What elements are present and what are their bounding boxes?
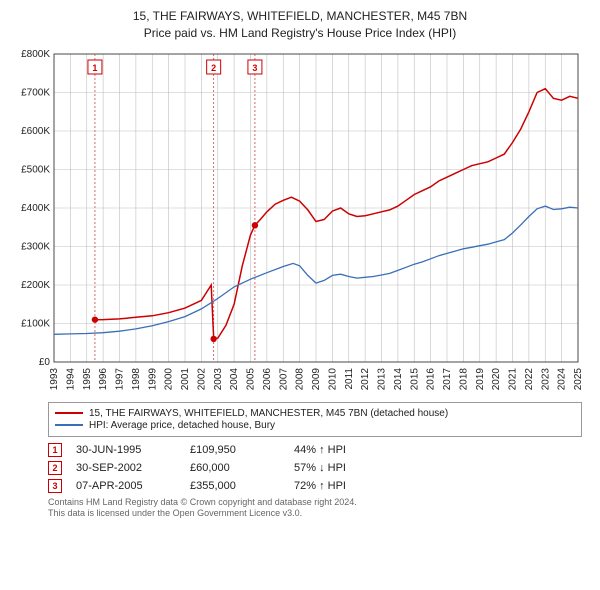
svg-text:£500K: £500K <box>21 164 50 175</box>
svg-text:£0: £0 <box>39 357 51 368</box>
legend-row: HPI: Average price, detached house, Bury <box>55 420 575 431</box>
transactions-table: 1 30-JUN-1995 £109,950 44% ↑ HPI 2 30-SEP-200… <box>48 443 582 493</box>
svg-text:£600K: £600K <box>21 126 50 137</box>
svg-text:2023: 2023 <box>540 367 551 390</box>
transaction-pct: 57% ↓ HPI <box>294 462 384 474</box>
transaction-marker: 3 <box>48 479 62 493</box>
transaction-date: 30-SEP-2002 <box>76 462 176 474</box>
svg-text:2016: 2016 <box>426 367 437 390</box>
svg-text:3: 3 <box>252 63 257 73</box>
svg-text:2002: 2002 <box>196 367 207 390</box>
svg-text:1: 1 <box>92 63 97 73</box>
transaction-price: £109,950 <box>190 444 280 456</box>
legend-swatch <box>55 424 83 426</box>
svg-text:2008: 2008 <box>295 367 306 390</box>
price-chart: £0 £100K £200K £300K £400K £500K £600K £700K £80… <box>8 48 592 398</box>
transaction-row: 2 30-SEP-2002 £60,000 57% ↓ HPI <box>48 461 582 475</box>
transaction-date: 30-JUN-1995 <box>76 444 176 456</box>
svg-text:2010: 2010 <box>327 367 338 390</box>
svg-text:2006: 2006 <box>262 367 273 390</box>
transaction-row: 1 30-JUN-1995 £109,950 44% ↑ HPI <box>48 443 582 457</box>
chart-title: 15, THE FAIRWAYS, WHITEFIELD, MANCHESTER… <box>8 8 592 42</box>
svg-text:£100K: £100K <box>21 318 50 329</box>
title-line2: Price paid vs. HM Land Registry's House … <box>8 25 592 42</box>
svg-text:2007: 2007 <box>278 367 289 390</box>
svg-text:2017: 2017 <box>442 367 453 390</box>
svg-text:2005: 2005 <box>246 367 257 390</box>
svg-text:2004: 2004 <box>229 367 240 390</box>
svg-text:1996: 1996 <box>98 367 109 390</box>
legend-label: HPI: Average price, detached house, Bury <box>89 420 275 431</box>
svg-text:1998: 1998 <box>131 367 142 390</box>
svg-text:2020: 2020 <box>491 367 502 390</box>
svg-text:2015: 2015 <box>409 367 420 390</box>
transaction-pct: 72% ↑ HPI <box>294 480 384 492</box>
svg-text:2024: 2024 <box>557 367 568 390</box>
svg-text:1994: 1994 <box>65 367 76 390</box>
svg-text:£700K: £700K <box>21 87 50 98</box>
transaction-price: £355,000 <box>190 480 280 492</box>
legend-row: 15, THE FAIRWAYS, WHITEFIELD, MANCHESTER… <box>55 408 575 419</box>
svg-text:2019: 2019 <box>475 367 486 390</box>
svg-text:2022: 2022 <box>524 367 535 390</box>
svg-text:2011: 2011 <box>344 367 355 389</box>
transaction-date: 07-APR-2005 <box>76 480 176 492</box>
title-line1: 15, THE FAIRWAYS, WHITEFIELD, MANCHESTER… <box>8 8 592 25</box>
svg-text:2003: 2003 <box>213 367 224 390</box>
svg-text:2018: 2018 <box>458 367 469 390</box>
legend-swatch <box>55 412 83 414</box>
footer-line2: This data is licensed under the Open Gov… <box>48 508 582 520</box>
svg-text:2025: 2025 <box>573 367 584 390</box>
transaction-pct: 44% ↑ HPI <box>294 444 384 456</box>
svg-text:£800K: £800K <box>21 49 50 60</box>
svg-text:£200K: £200K <box>21 280 50 291</box>
svg-text:£400K: £400K <box>21 203 50 214</box>
chart-svg: £0 £100K £200K £300K £400K £500K £600K £700K £80… <box>8 48 588 398</box>
svg-text:2021: 2021 <box>508 367 519 390</box>
transaction-row: 3 07-APR-2005 £355,000 72% ↑ HPI <box>48 479 582 493</box>
svg-text:2012: 2012 <box>360 367 371 390</box>
transaction-price: £60,000 <box>190 462 280 474</box>
svg-text:2: 2 <box>211 63 216 73</box>
footer-line1: Contains HM Land Registry data © Crown c… <box>48 497 582 509</box>
legend: 15, THE FAIRWAYS, WHITEFIELD, MANCHESTER… <box>48 402 582 437</box>
svg-text:2001: 2001 <box>180 367 191 390</box>
svg-text:2014: 2014 <box>393 367 404 390</box>
svg-text:1993: 1993 <box>49 367 60 390</box>
svg-text:1999: 1999 <box>147 367 158 390</box>
svg-text:£300K: £300K <box>21 241 50 252</box>
svg-text:2009: 2009 <box>311 367 322 390</box>
transaction-marker: 1 <box>48 443 62 457</box>
footer-attribution: Contains HM Land Registry data © Crown c… <box>48 497 582 520</box>
svg-text:2013: 2013 <box>377 367 388 390</box>
svg-text:2000: 2000 <box>164 367 175 390</box>
svg-text:1995: 1995 <box>82 367 93 390</box>
transaction-marker: 2 <box>48 461 62 475</box>
svg-text:1997: 1997 <box>115 367 126 390</box>
legend-label: 15, THE FAIRWAYS, WHITEFIELD, MANCHESTER… <box>89 408 448 419</box>
